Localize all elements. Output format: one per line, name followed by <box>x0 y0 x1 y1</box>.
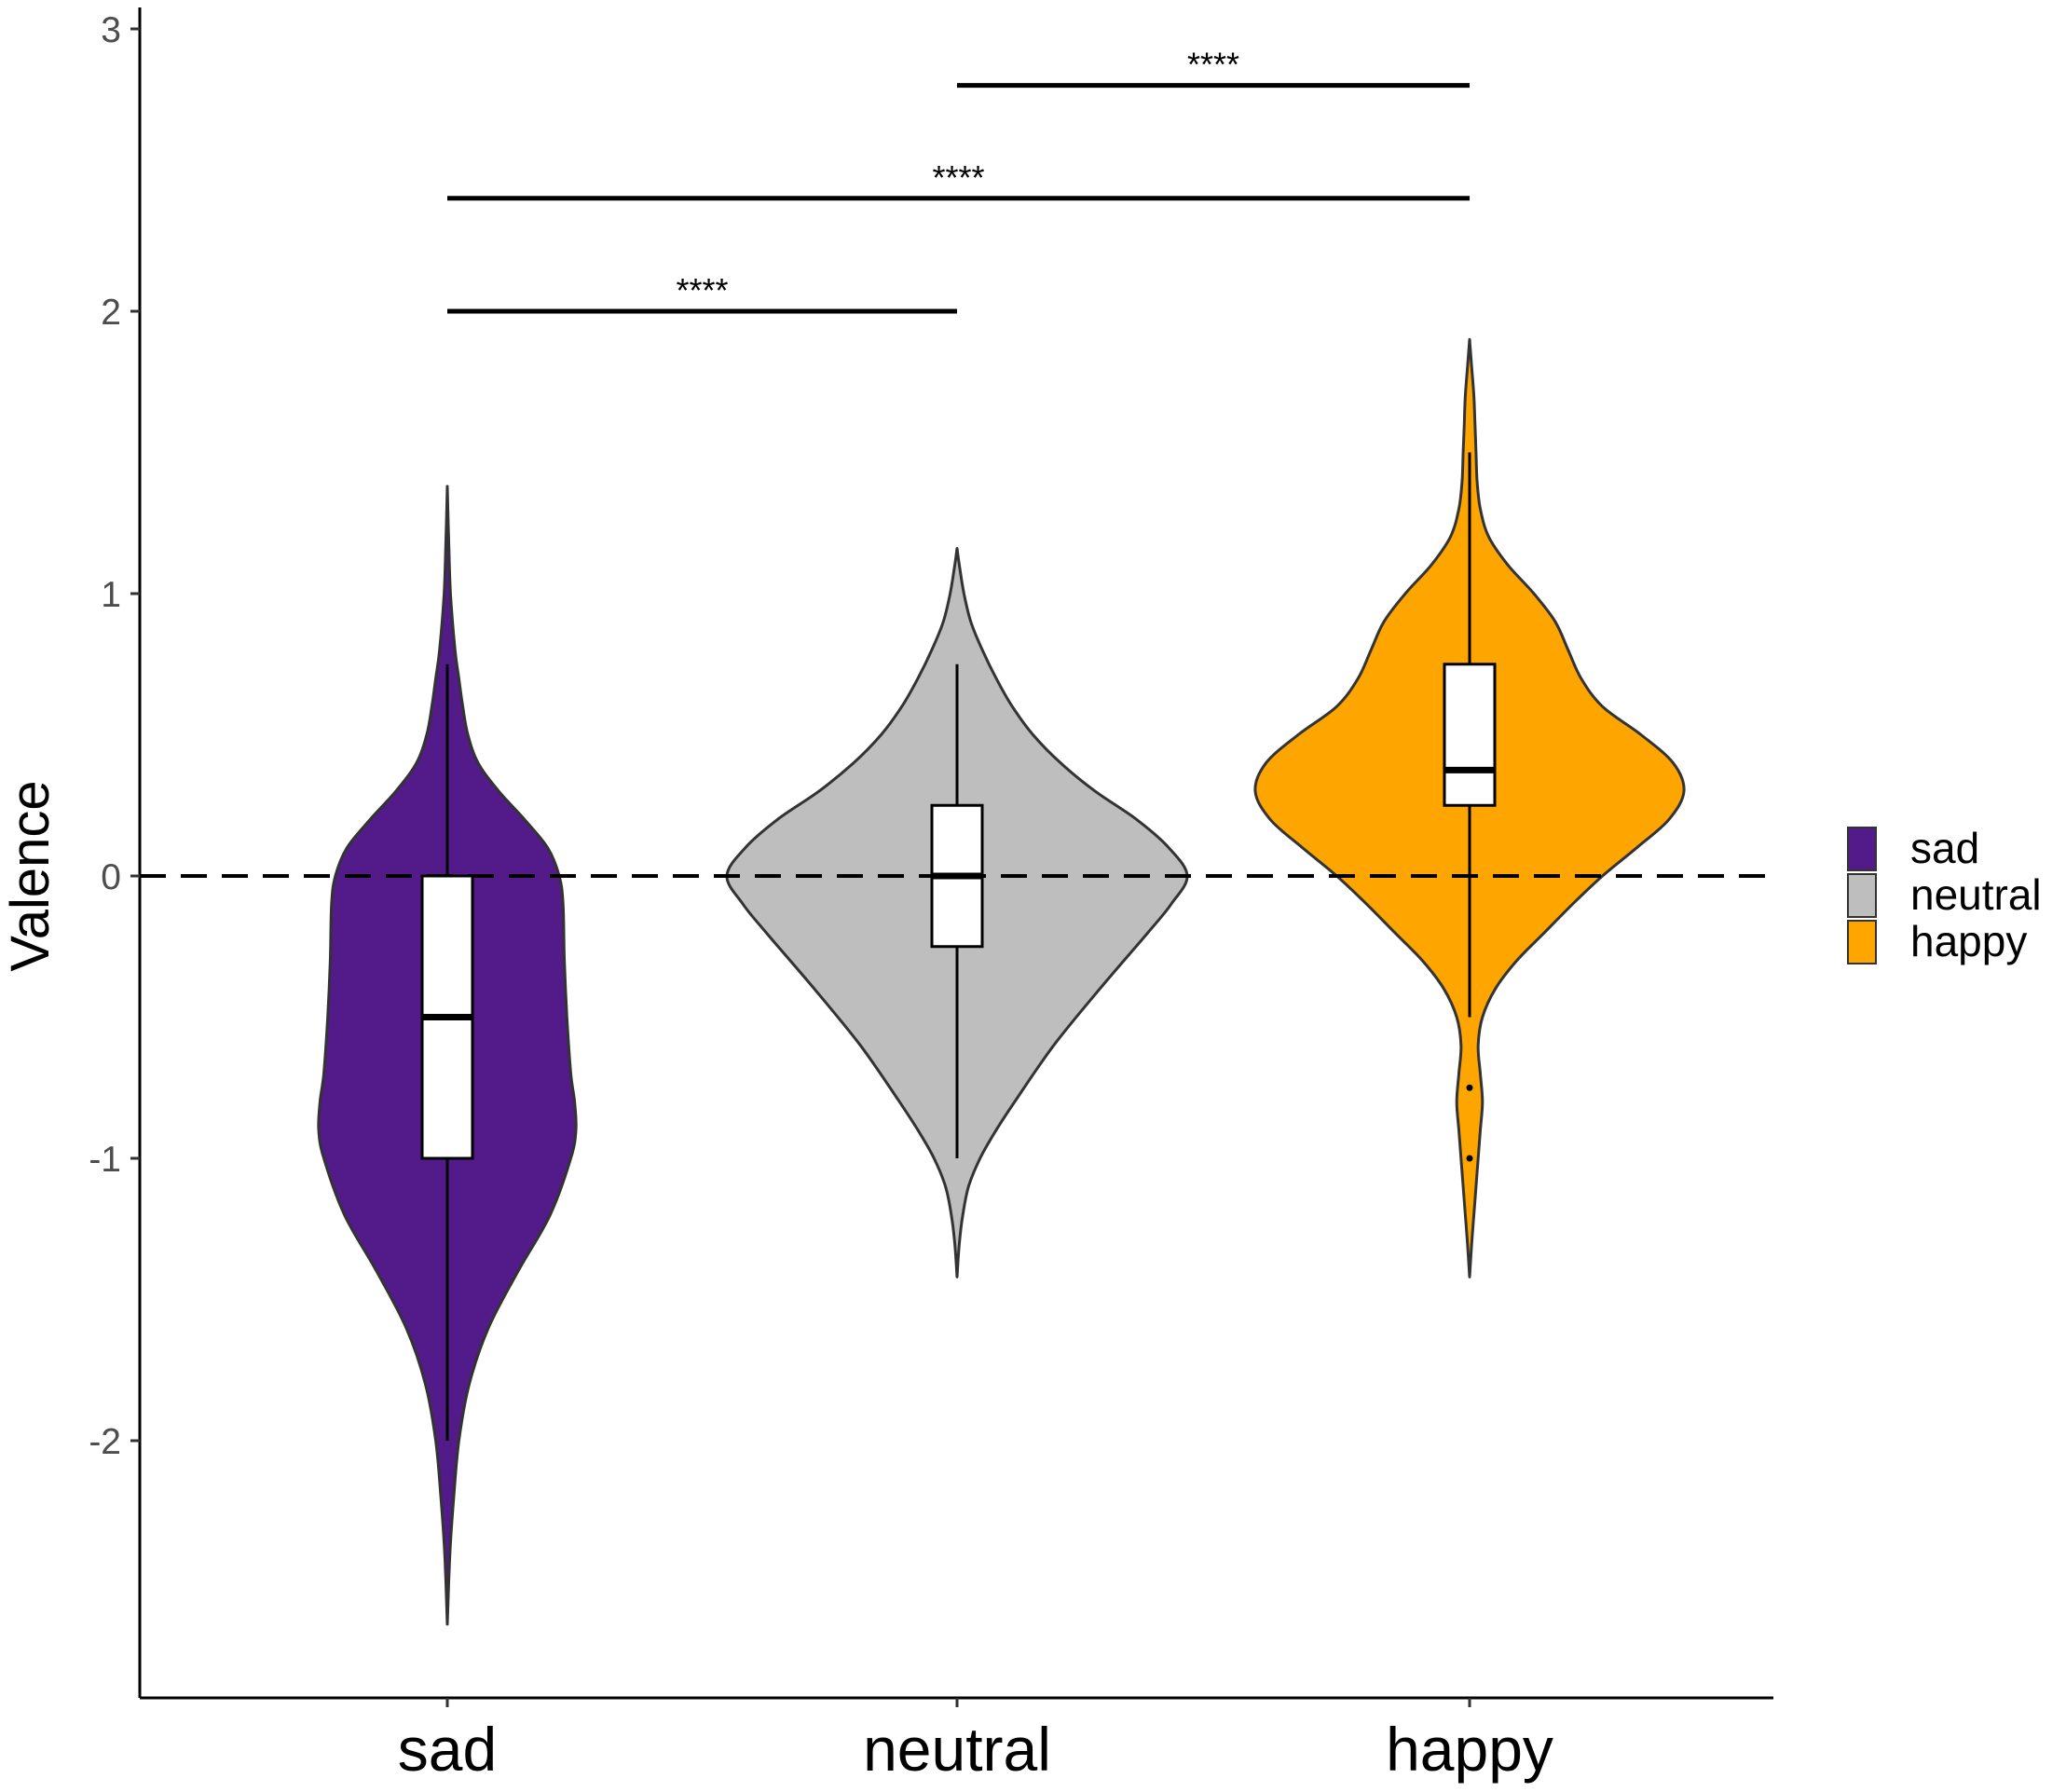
y-tick-label: -2 <box>89 1422 121 1462</box>
outlier-point-happy <box>1466 1084 1473 1091</box>
y-axis-title: Valence <box>0 780 61 971</box>
violins-layer <box>317 337 1686 1626</box>
significance-label-sad-happy: **** <box>932 158 984 197</box>
y-tick-label: 0 <box>101 857 121 897</box>
legend-label-neutral: neutral <box>1910 870 2042 919</box>
outlier-point-happy <box>1466 1155 1473 1162</box>
x-category-label-sad: sad <box>398 1715 497 1784</box>
x-category-label-neutral: neutral <box>863 1715 1051 1784</box>
y-tick-label: 3 <box>101 10 121 50</box>
significance-label-sad-neutral: **** <box>676 271 728 309</box>
box-happy <box>1443 663 1497 807</box>
legend-swatch-sad <box>1847 827 1877 871</box>
x-category-label-happy: happy <box>1386 1715 1553 1784</box>
boxplots-layer <box>420 452 1497 1441</box>
legend-label-sad: sad <box>1910 824 1979 872</box>
legend-swatch-happy <box>1847 920 1877 964</box>
legend-label-happy: happy <box>1910 917 2027 965</box>
y-tick-label: -1 <box>89 1140 121 1180</box>
significance-layer: **** **** **** <box>447 46 1470 314</box>
significance-label-neutral-happy: **** <box>1187 46 1239 84</box>
y-tick-label: 2 <box>101 293 121 333</box>
y-tick-label: 1 <box>101 575 121 615</box>
legend-swatch-neutral <box>1847 873 1877 918</box>
axes-layer: -2 -1 0 1 2 3 sad neutral happy Valence <box>0 7 1773 1784</box>
